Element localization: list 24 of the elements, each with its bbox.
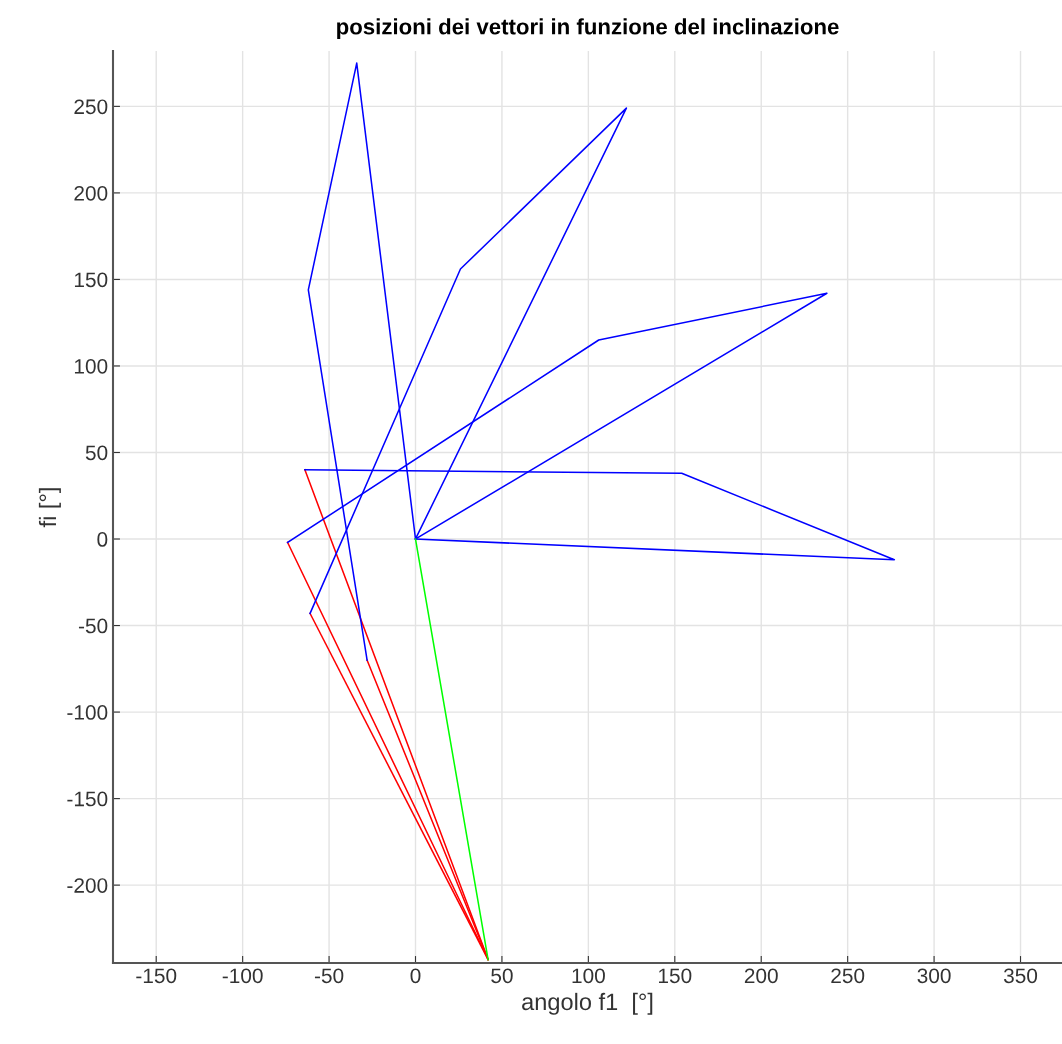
y-tick-label: 200: [74, 185, 108, 201]
x-tick-label: -50: [314, 968, 344, 984]
x-tick-label: 250: [831, 968, 865, 984]
x-tick-label: 350: [1003, 968, 1038, 984]
y-tick-label: -150: [67, 791, 108, 807]
y-tick-label: -200: [67, 878, 108, 893]
x-tick-label: 50: [491, 968, 513, 984]
x-tick-label: -150: [136, 968, 177, 984]
x-tick-label: 200: [744, 968, 778, 984]
y-tick-label: 50: [85, 445, 108, 461]
y-tick-label: -100: [67, 705, 108, 720]
chart-title: posizioni dei vettori in funzione del inclinazione: [337, 18, 839, 39]
y-tick-label: 250: [74, 99, 108, 115]
x-tick-label: 0: [410, 968, 421, 984]
y-tick-label: 100: [74, 358, 108, 374]
x-tick-label: 150: [659, 968, 692, 984]
y-axis-title: fi [°]: [38, 488, 61, 528]
x-tick-label: 300: [917, 968, 951, 984]
y-tick-label: 0: [97, 532, 108, 547]
y-tick-label: -50: [78, 618, 108, 634]
y-tick-label: 150: [74, 272, 108, 288]
x-tick-label: -100: [222, 968, 263, 984]
x-tick-label: 100: [572, 968, 605, 984]
x-axis-title: angolo f1 [°]: [522, 992, 653, 1015]
